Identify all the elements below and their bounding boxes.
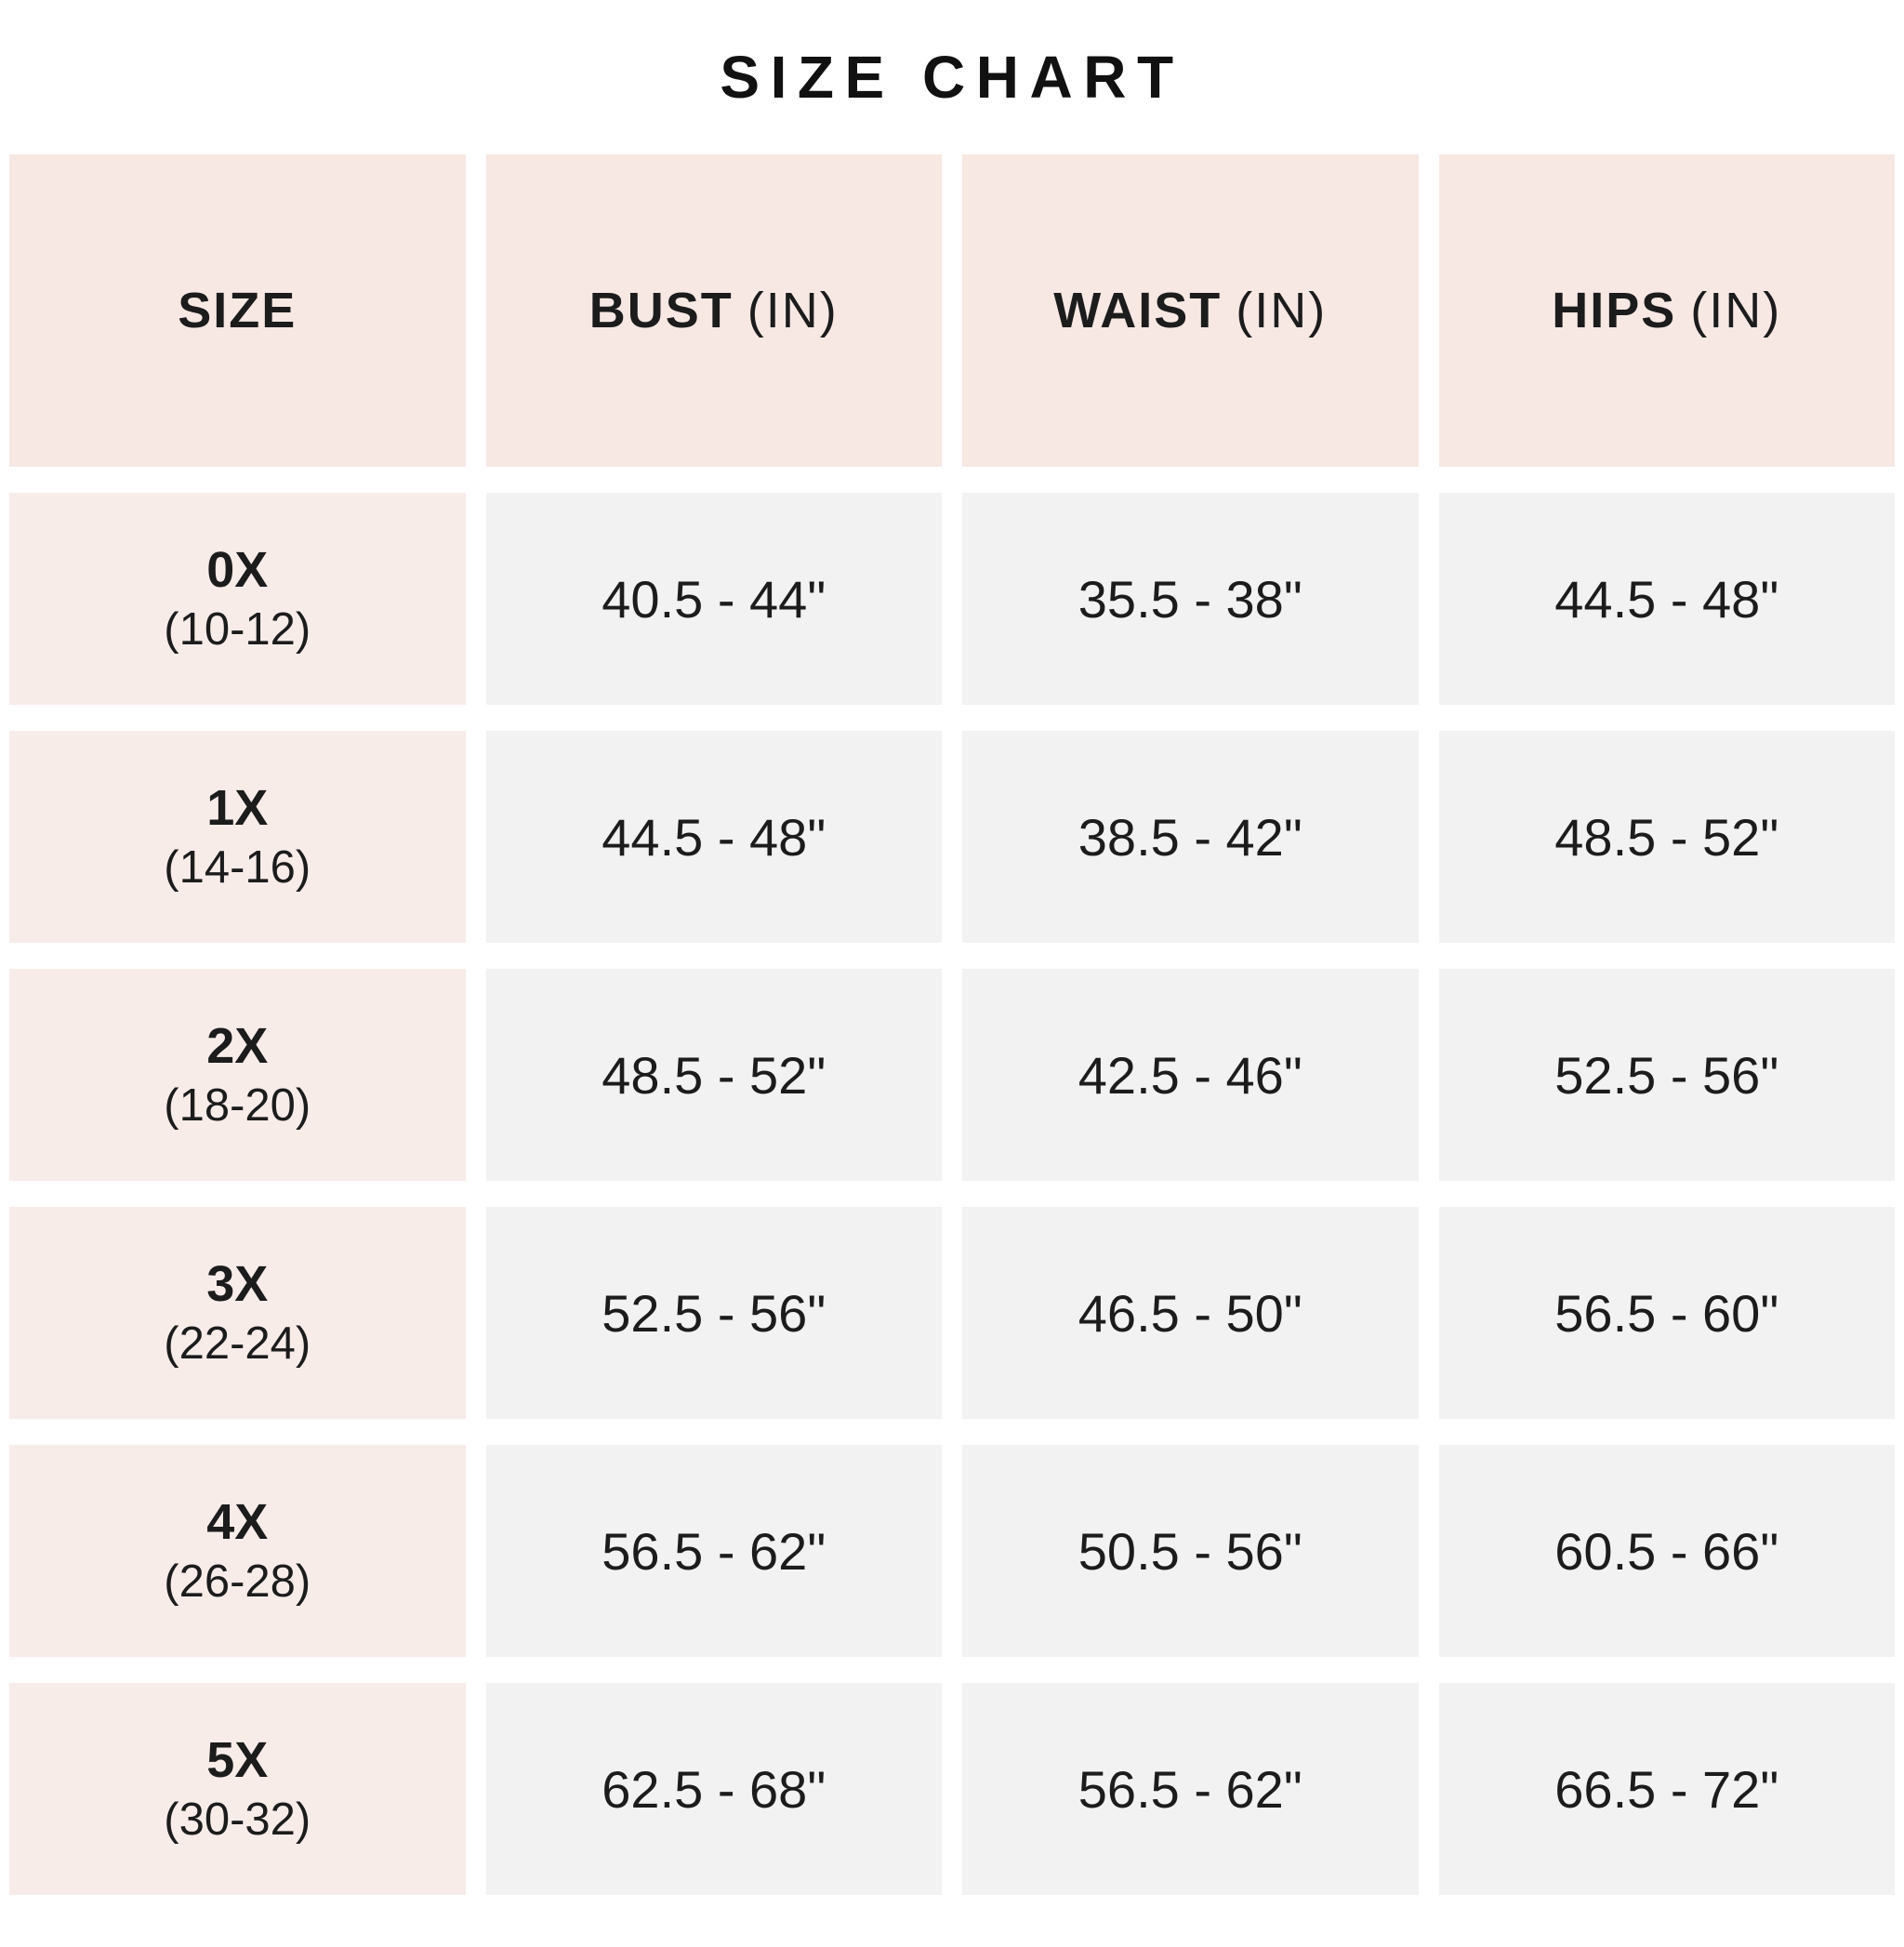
header-cell-bust: BUST (IN) [485,154,942,467]
header-cell-waist: WAIST (IN) [962,154,1419,467]
header-unit-bust: (IN) [747,283,839,338]
size-label: 2X [206,1017,269,1074]
size-label: 4X [206,1493,269,1550]
size-label: 1X [206,779,269,836]
size-cell-5x: 5X (30-32) [9,1683,466,1895]
hips-cell-1x: 48.5 - 52" [1438,731,1895,943]
hips-cell-0x: 44.5 - 48" [1438,493,1895,705]
waist-cell-4x: 50.5 - 56" [962,1445,1419,1657]
size-cell-0x: 0X (10-12) [9,493,466,705]
hips-cell-3x: 56.5 - 60" [1438,1207,1895,1419]
hips-cell-2x: 52.5 - 56" [1438,969,1895,1181]
size-label: 0X [206,541,269,598]
size-label: 5X [206,1731,269,1788]
bust-cell-0x: 40.5 - 44" [485,493,942,705]
size-range: (18-20) [164,1080,311,1132]
bust-cell-3x: 52.5 - 56" [485,1207,942,1419]
size-chart-table: SIZE BUST (IN) WAIST (IN) HIPS (IN) 0X (… [0,154,1904,1895]
size-range: (10-12) [164,604,311,656]
size-cell-2x: 2X (18-20) [9,969,466,1181]
header-cell-hips: HIPS (IN) [1438,154,1895,467]
bust-cell-5x: 62.5 - 68" [485,1683,942,1895]
waist-cell-2x: 42.5 - 46" [962,969,1419,1181]
header-label-size: SIZE [178,283,298,338]
size-range: (30-32) [164,1795,311,1846]
header-unit-waist: (IN) [1236,283,1328,338]
hips-cell-4x: 60.5 - 66" [1438,1445,1895,1657]
size-range: (22-24) [164,1318,311,1370]
size-cell-3x: 3X (22-24) [9,1207,466,1419]
page-title: SIZE CHART [720,44,1184,111]
hips-cell-5x: 66.5 - 72" [1438,1683,1895,1895]
waist-cell-0x: 35.5 - 38" [962,493,1419,705]
bust-cell-4x: 56.5 - 62" [485,1445,942,1657]
waist-cell-1x: 38.5 - 42" [962,731,1419,943]
header-cell-size: SIZE [9,154,466,467]
size-cell-4x: 4X (26-28) [9,1445,466,1657]
header-label-bust: BUST [588,283,734,338]
bust-cell-1x: 44.5 - 48" [485,731,942,943]
size-range: (26-28) [164,1556,311,1608]
header-unit-hips: (IN) [1690,283,1782,338]
size-cell-1x: 1X (14-16) [9,731,466,943]
header-label-hips: HIPS [1552,283,1677,338]
header-label-waist: WAIST [1053,283,1223,338]
waist-cell-5x: 56.5 - 62" [962,1683,1419,1895]
waist-cell-3x: 46.5 - 50" [962,1207,1419,1419]
size-range: (14-16) [164,842,311,894]
bust-cell-2x: 48.5 - 52" [485,969,942,1181]
size-label: 3X [206,1255,269,1312]
